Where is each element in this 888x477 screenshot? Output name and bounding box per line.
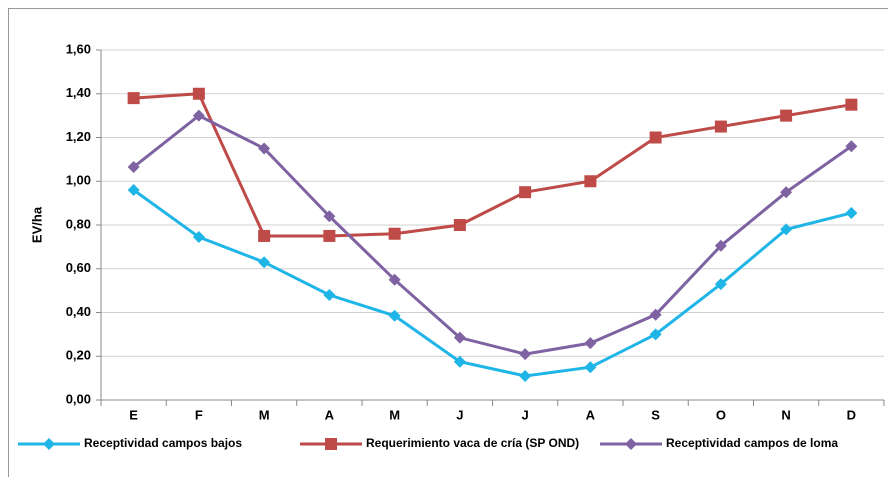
data-point: [453, 355, 466, 368]
y-tick-label: 0,60: [66, 260, 91, 275]
data-point: [649, 308, 662, 321]
data-point: [845, 140, 858, 153]
chart-border: [8, 8, 888, 477]
legend-label: Receptividad campos de loma: [666, 436, 838, 450]
x-tick-label: F: [195, 407, 203, 422]
data-point: [258, 229, 271, 242]
x-tick-label: A: [586, 407, 596, 422]
data-point: [192, 109, 205, 122]
data-point: [519, 186, 532, 199]
x-tick-label: M: [259, 407, 270, 422]
x-tick-label: N: [781, 407, 790, 422]
data-point: [453, 219, 466, 231]
data-point: [192, 231, 205, 244]
data-point: [453, 331, 466, 344]
data-point: [649, 131, 662, 144]
data-point: [584, 337, 597, 350]
data-point: [323, 229, 336, 242]
data-point: [258, 256, 271, 269]
series-line: [132, 113, 853, 356]
y-tick-label: 1,00: [66, 173, 91, 188]
x-tick-label: J: [456, 407, 463, 422]
data-point: [714, 120, 727, 133]
data-point: [127, 161, 140, 174]
data-point: [519, 348, 532, 361]
legend-marker: [43, 438, 55, 450]
y-tick-label: 0,40: [66, 304, 91, 319]
x-tick-label: E: [129, 407, 138, 422]
data-point: [780, 109, 793, 122]
y-tick-label: 1,60: [66, 41, 91, 56]
x-tick-label: J: [522, 407, 529, 422]
legend-label: Receptividad campos bajos: [84, 436, 242, 450]
data-point: [714, 239, 727, 252]
x-tick-label: O: [716, 407, 726, 422]
series-line: [133, 92, 852, 238]
y-tick-label: 0,00: [66, 391, 91, 406]
x-tick-label: S: [651, 407, 660, 422]
data-point: [519, 369, 532, 382]
data-point: [714, 278, 727, 291]
x-tick-label: D: [847, 407, 856, 422]
x-tick-label: M: [389, 407, 400, 422]
data-point: [127, 92, 140, 105]
data-point: [192, 87, 205, 100]
series-line: [132, 188, 852, 378]
legend-marker: [625, 438, 637, 450]
data-point: [584, 361, 597, 374]
data-point: [649, 328, 662, 341]
y-tick-label: 1,40: [66, 85, 91, 100]
y-tick-label: 1,20: [66, 129, 91, 144]
data-point: [388, 273, 401, 286]
data-point: [388, 309, 401, 322]
data-point: [388, 227, 401, 240]
data-point: [258, 142, 271, 155]
data-point: [323, 289, 336, 301]
data-point: [845, 206, 858, 219]
legend-marker: [325, 438, 337, 450]
data-point: [780, 186, 793, 199]
data-point: [323, 210, 336, 223]
data-point: [845, 98, 858, 111]
data-point: [780, 223, 793, 236]
x-tick-label: A: [325, 407, 335, 422]
y-axis-label: EV/ha: [29, 206, 44, 243]
y-tick-label: 0,20: [66, 348, 91, 363]
legend: Receptividad campos bajos Requerimiento v…: [18, 436, 838, 450]
legend-label: Requerimiento vaca de cría (SP OND): [366, 436, 579, 450]
data-point: [584, 175, 597, 188]
y-tick-label: 0,80: [66, 216, 91, 231]
data-point: [127, 184, 140, 196]
